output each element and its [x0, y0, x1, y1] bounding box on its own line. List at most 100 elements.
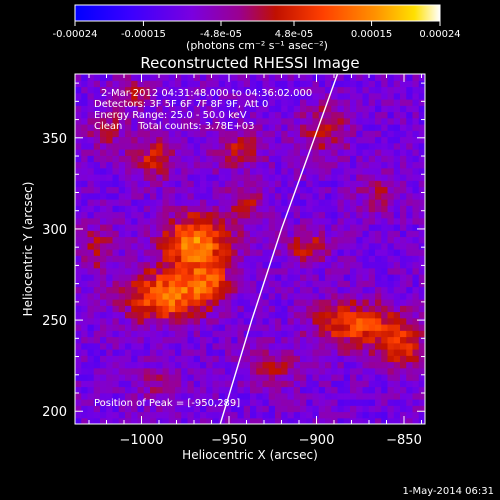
heatmap-cell [256, 380, 264, 388]
heatmap-cell [168, 186, 176, 194]
heatmap-cell [168, 330, 176, 338]
heatmap-cell [106, 311, 114, 319]
heatmap-cell [256, 299, 264, 306]
heatmap-cell [256, 330, 264, 338]
heatmap-cell [325, 99, 332, 106]
heatmap-cell [393, 349, 401, 356]
heatmap-cell [293, 136, 301, 144]
heatmap-cell [412, 199, 420, 206]
heatmap-cell [243, 136, 251, 144]
heatmap-cell [212, 86, 220, 94]
heatmap-cell [243, 292, 251, 300]
heatmap-cell [250, 155, 257, 163]
heatmap-cell [81, 111, 89, 119]
heatmap-cell [381, 136, 389, 144]
heatmap-cell [143, 192, 151, 200]
heatmap-cell [87, 155, 95, 163]
heatmap-cell [150, 305, 157, 313]
heatmap-cell [368, 217, 376, 225]
heatmap-cell [193, 399, 201, 406]
heatmap-cell [306, 405, 314, 413]
heatmap-cell [250, 267, 257, 275]
heatmap-cell [206, 261, 214, 269]
heatmap-cell [243, 355, 251, 363]
heatmap-cell [343, 192, 351, 200]
heatmap-cell [93, 155, 101, 163]
heatmap-cell [368, 249, 376, 256]
heatmap-cell [350, 324, 357, 331]
heatmap-cell [206, 380, 214, 388]
heatmap-cell [368, 286, 376, 294]
heatmap-cell [137, 74, 145, 81]
heatmap-cell [106, 192, 114, 200]
heatmap-cell [175, 274, 182, 281]
heatmap-cell [187, 161, 195, 169]
heatmap-cell [212, 224, 220, 231]
heatmap-cell [125, 117, 132, 125]
heatmap-cell [225, 336, 232, 344]
heatmap-cell [250, 230, 257, 238]
heatmap-cell [362, 330, 370, 338]
heatmap-cell [337, 361, 345, 369]
heatmap-cell [156, 255, 164, 263]
heatmap-cell [393, 117, 401, 125]
heatmap-cell [306, 174, 314, 181]
heatmap-cell [225, 117, 232, 125]
heatmap-cell [168, 292, 176, 300]
heatmap-cell [312, 105, 320, 113]
heatmap-cell [143, 286, 151, 294]
heatmap-cell [225, 374, 232, 381]
heatmap-cell [218, 280, 226, 288]
heatmap-cell [131, 80, 139, 88]
heatmap-cell [387, 305, 395, 313]
heatmap-cell [393, 299, 401, 306]
heatmap-cell [356, 117, 364, 125]
x-tick-label: −900 [299, 433, 335, 448]
heatmap-cell [281, 386, 289, 394]
heatmap-cell [87, 411, 95, 419]
heatmap-cell [118, 136, 126, 144]
heatmap-cell [306, 211, 314, 219]
heatmap-cell [181, 142, 189, 150]
heatmap-cell [100, 305, 107, 313]
heatmap-cell [325, 292, 332, 300]
heatmap-cell [162, 280, 170, 288]
heatmap-cell [93, 261, 101, 269]
heatmap-cell [150, 255, 157, 263]
heatmap-cell [256, 417, 264, 424]
heatmap-cell [81, 217, 89, 225]
heatmap-cell [418, 192, 425, 200]
heatmap-cell [118, 86, 126, 94]
heatmap-cell [212, 130, 220, 138]
heatmap-cell [387, 286, 395, 294]
heatmap-cell [350, 367, 357, 375]
heatmap-cell [237, 117, 245, 125]
heatmap-cell [237, 349, 245, 356]
heatmap-cell [381, 174, 389, 181]
heatmap-cell [206, 117, 214, 125]
heatmap-cell [418, 311, 425, 319]
heatmap-cell [256, 155, 264, 163]
heatmap-cell [237, 311, 245, 319]
heatmap-cell [387, 155, 395, 163]
heatmap-cell [293, 342, 301, 350]
heatmap-cell [393, 386, 401, 394]
heatmap-cell [200, 411, 207, 419]
heatmap-cell [406, 80, 414, 88]
heatmap-cell [393, 161, 401, 169]
heatmap-cell [125, 105, 132, 113]
heatmap-cell [381, 99, 389, 106]
heatmap-cell [256, 411, 264, 419]
heatmap-cell [262, 367, 270, 375]
heatmap-cell [243, 111, 251, 119]
heatmap-cell [362, 355, 370, 363]
heatmap-cell [275, 392, 282, 400]
heatmap-cell [100, 392, 107, 400]
heatmap-cell [231, 305, 239, 313]
heatmap-cell [112, 224, 120, 231]
heatmap-cell [131, 192, 139, 200]
heatmap-cell [331, 124, 339, 131]
heatmap-cell [406, 274, 414, 281]
heatmap-cell [175, 342, 182, 350]
heatmap-cell [406, 142, 414, 150]
